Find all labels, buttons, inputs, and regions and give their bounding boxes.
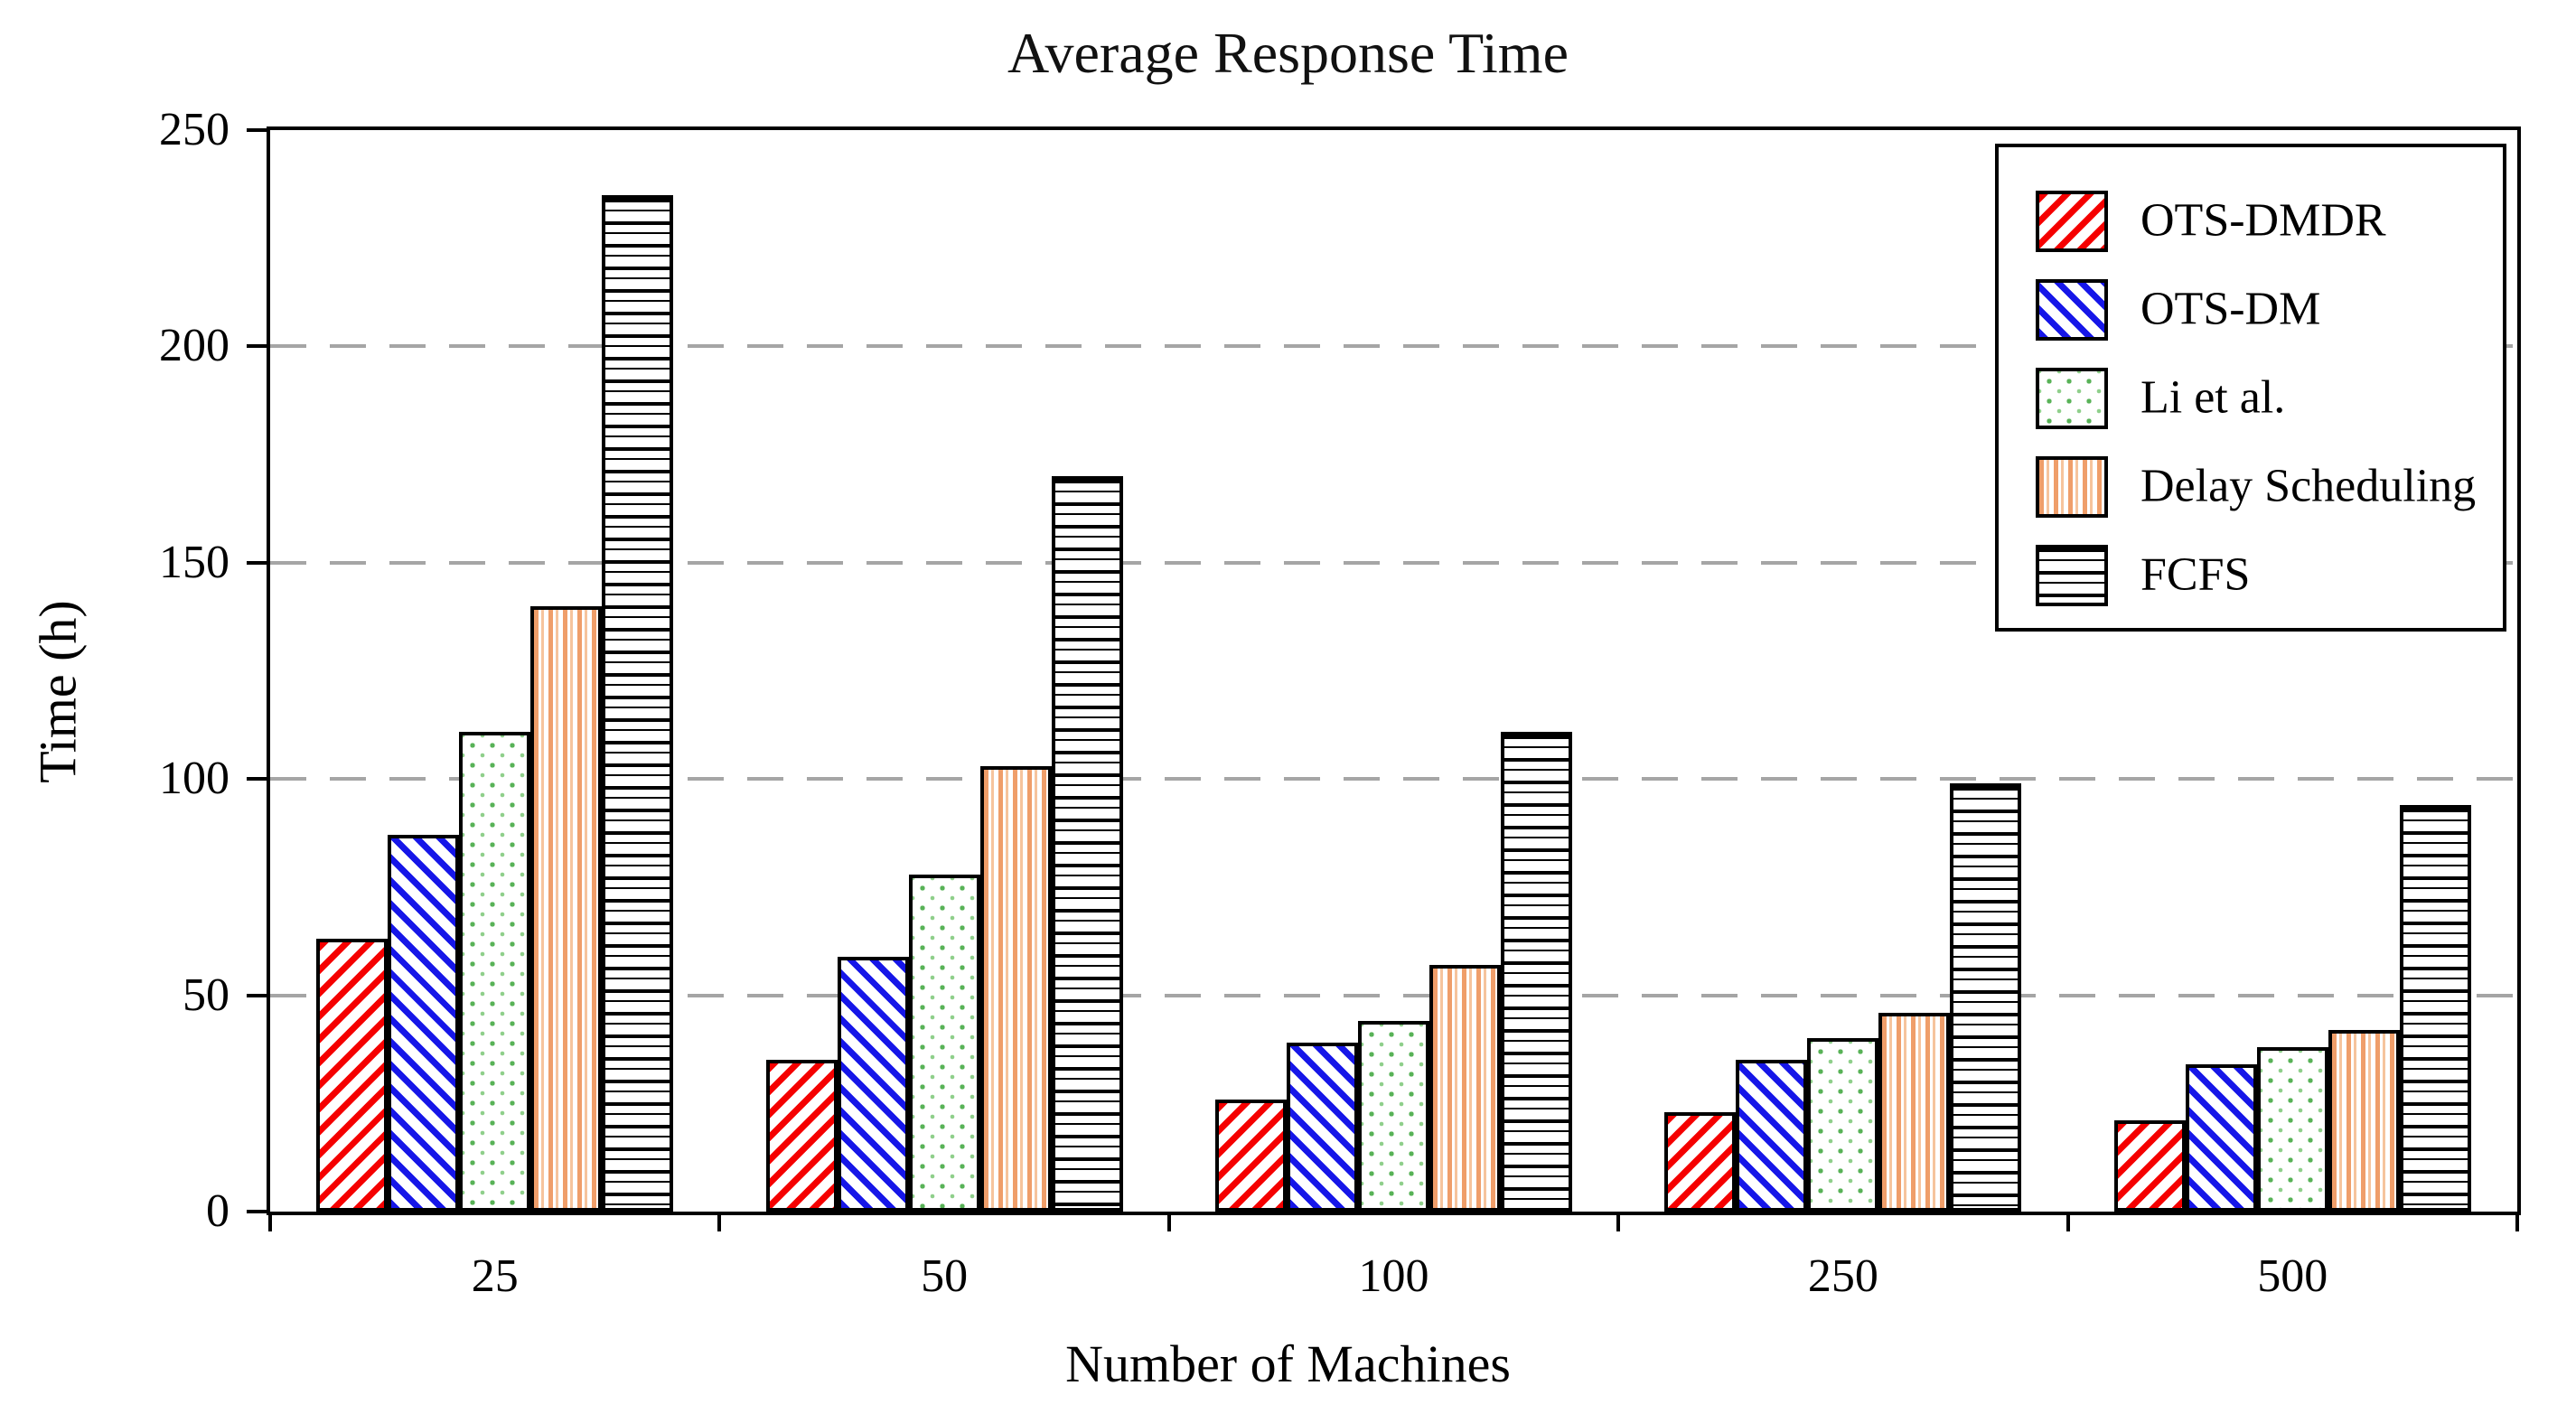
bar-delay-scheduling-25 — [530, 605, 603, 1212]
x-tick-label-500: 500 — [2257, 1250, 2328, 1302]
bar-ots-dmdr-25 — [316, 939, 389, 1212]
legend-swatch-red-diagonal-icon — [2036, 191, 2108, 252]
x-tick-label-100: 100 — [1358, 1250, 1429, 1302]
legend-swatch-orange-vertical-icon — [2036, 456, 2108, 518]
y-axis-tick-250 — [247, 128, 267, 132]
y-tick-label-100: 100 — [159, 753, 229, 805]
bar-ots-dmdr-250 — [1664, 1111, 1737, 1212]
bar-ots-dm-100 — [1287, 1043, 1358, 1212]
x-tick-label-50: 50 — [921, 1250, 969, 1302]
y-tick-label-200: 200 — [159, 320, 229, 372]
legend: OTS-DMDR OTS-DM Li et al. Delay Scheduli… — [1995, 144, 2506, 632]
y-tick-label-250: 250 — [159, 104, 229, 155]
y-axis-tick-200 — [247, 344, 267, 349]
legend-swatch-green-dots-icon — [2036, 368, 2108, 429]
bar-ots-dm-50 — [837, 956, 909, 1212]
x-tick-label-25: 25 — [471, 1250, 519, 1302]
y-axis-tick-50 — [247, 993, 267, 997]
y-axis-tick-150 — [247, 560, 267, 565]
x-axis-tick-4 — [2065, 1212, 2070, 1231]
y-tick-label-50: 50 — [183, 969, 229, 1021]
bar-delay-scheduling-250 — [1878, 1012, 1951, 1212]
bar-fcfs-500 — [2399, 804, 2471, 1212]
bar-delay-scheduling-100 — [1429, 965, 1501, 1212]
gridline-y150 — [270, 560, 2517, 565]
legend-label: Li et al. — [2140, 371, 2286, 424]
x-axis-tick-1 — [717, 1212, 722, 1231]
bar-ots-dmdr-50 — [765, 1060, 838, 1212]
y-axis-tick-0 — [247, 1210, 267, 1213]
bar-ots-dm-250 — [1736, 1060, 1808, 1212]
legend-label: FCFS — [2140, 548, 2251, 601]
legend-label: OTS-DM — [2140, 283, 2321, 335]
plot-area: 0 50 100 150 200 250 25 50 100 250 500 OTS-DMDR OT… — [159, 105, 2521, 1302]
x-axis-tick-5 — [2515, 1212, 2519, 1231]
bar-ots-dmdr-500 — [2113, 1120, 2186, 1212]
bar-fcfs-25 — [602, 194, 674, 1212]
bar-ots-dm-25 — [388, 835, 460, 1212]
x-axis-tick-3 — [1616, 1212, 1621, 1231]
y-axis-label: Time (h) — [28, 600, 88, 783]
y-axis-tick-100 — [247, 777, 267, 782]
legend-label: Delay Scheduling — [2140, 460, 2477, 512]
legend-swatch-blue-diagonal-icon — [2036, 279, 2108, 341]
bar-delay-scheduling-500 — [2328, 1029, 2400, 1212]
bar-li-et-al--100 — [1358, 1021, 1429, 1212]
gridline-y200 — [270, 344, 2517, 349]
y-tick-label-150: 150 — [159, 536, 229, 588]
bar-ots-dmdr-100 — [1215, 1099, 1287, 1212]
bar-fcfs-100 — [1501, 731, 1572, 1212]
bar-li-et-al--500 — [2256, 1047, 2328, 1212]
gridline-y50 — [270, 993, 2517, 997]
legend-swatch-black-horizontal-icon — [2036, 545, 2108, 606]
chart-title: Average Response Time — [1007, 21, 1569, 85]
bar-li-et-al--250 — [1807, 1038, 1879, 1212]
bar-ots-dm-500 — [2185, 1064, 2257, 1212]
y-tick-label-0: 0 — [206, 1185, 229, 1237]
x-axis-tick-2 — [1166, 1212, 1171, 1231]
legend-label: OTS-DMDR — [2140, 194, 2386, 247]
x-axis-tick-0 — [268, 1212, 272, 1231]
x-tick-label-250: 250 — [1807, 1250, 1878, 1302]
bar-li-et-al--25 — [459, 731, 531, 1212]
bar-li-et-al--50 — [908, 874, 980, 1212]
bar-fcfs-250 — [1950, 783, 2022, 1212]
x-axis-label: Number of Machines — [1065, 1334, 1511, 1393]
gridline-y100 — [270, 777, 2517, 782]
bar-delay-scheduling-50 — [979, 765, 1052, 1212]
bar-fcfs-50 — [1051, 476, 1123, 1212]
